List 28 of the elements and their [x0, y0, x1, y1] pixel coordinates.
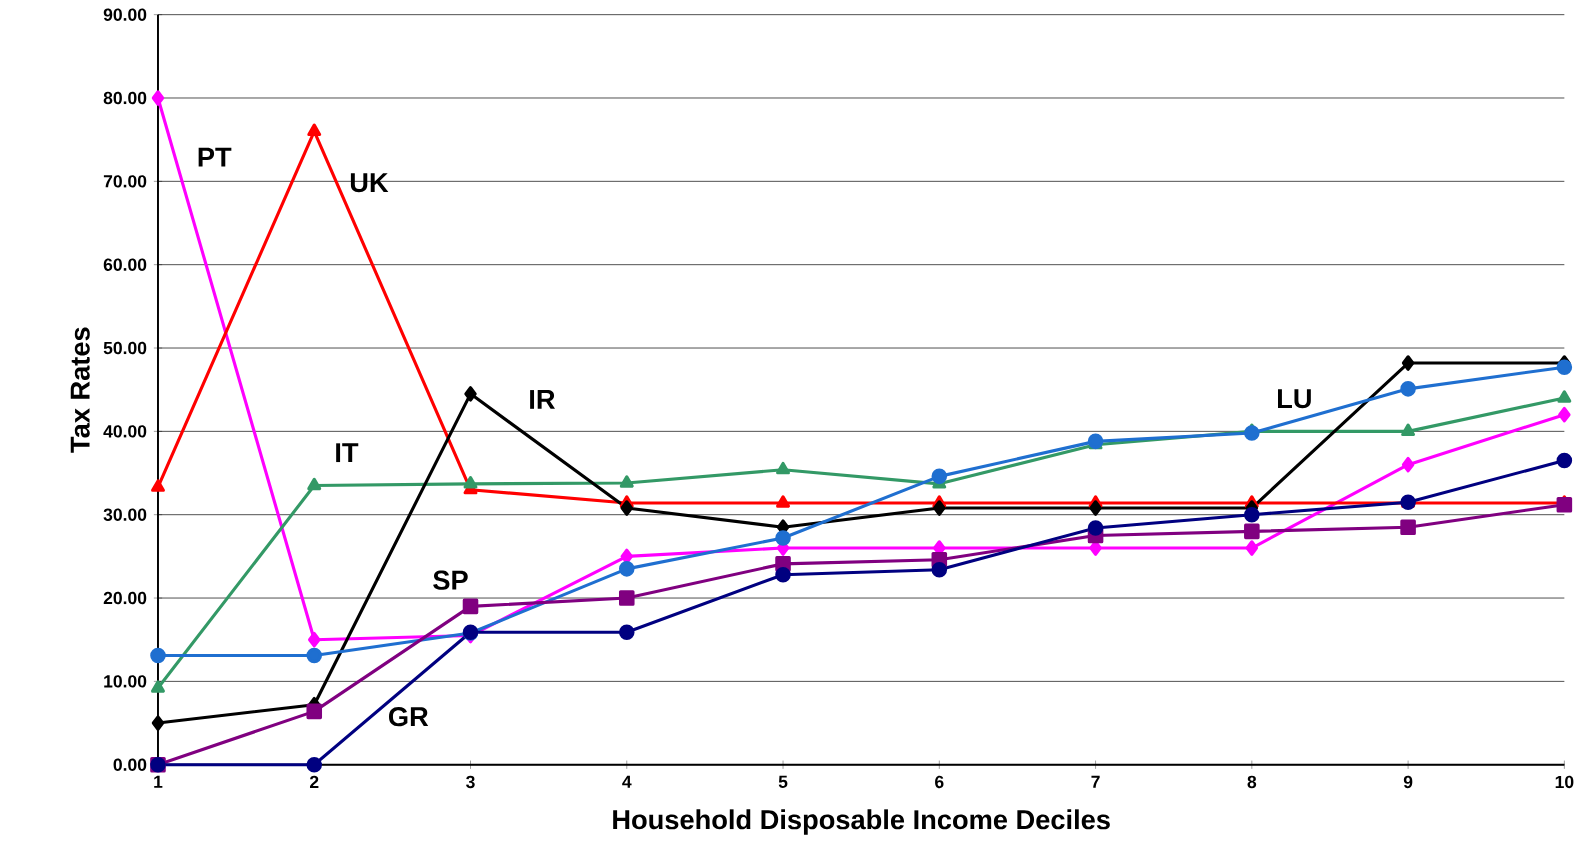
- x-tick-label: 4: [622, 775, 632, 788]
- series-label: GR: [389, 706, 429, 727]
- y-tick-label: 50.00: [103, 341, 147, 354]
- y-tick-label: 60.00: [103, 258, 147, 271]
- y-tick-label: 10.00: [104, 674, 147, 688]
- y-tick-label: 70.00: [103, 174, 147, 188]
- y-tick-label: 30.00: [103, 508, 147, 521]
- y-tick-label: 80.00: [103, 91, 147, 104]
- y-tick-label: 90.00: [103, 8, 147, 21]
- x-tick-label: 6: [935, 775, 944, 788]
- x-tick-label: 1: [154, 775, 163, 788]
- series-label: LU: [1278, 388, 1311, 408]
- y-tick-label: 20.00: [103, 591, 147, 605]
- series-label: PT: [198, 147, 232, 167]
- y-tick-label: 40.00: [103, 424, 147, 438]
- x-tick-label: 8: [1247, 775, 1257, 788]
- y-tick-label: 0.00: [113, 758, 147, 771]
- y-axis-title: Tax Rates: [70, 327, 90, 453]
- x-tick-label: 10: [1555, 775, 1574, 788]
- x-tick-label: 5: [778, 775, 788, 788]
- series-label: IT: [336, 443, 359, 462]
- x-tick-label: 2: [309, 775, 319, 788]
- series-label: IR: [530, 389, 555, 409]
- x-tick-label: 3: [466, 775, 475, 788]
- x-tick-label: 7: [1091, 775, 1100, 788]
- x-axis-title: Household Disposable Income Deciles: [613, 809, 1110, 835]
- series-label: SP: [433, 570, 468, 590]
- x-tick-label: 9: [1403, 775, 1413, 788]
